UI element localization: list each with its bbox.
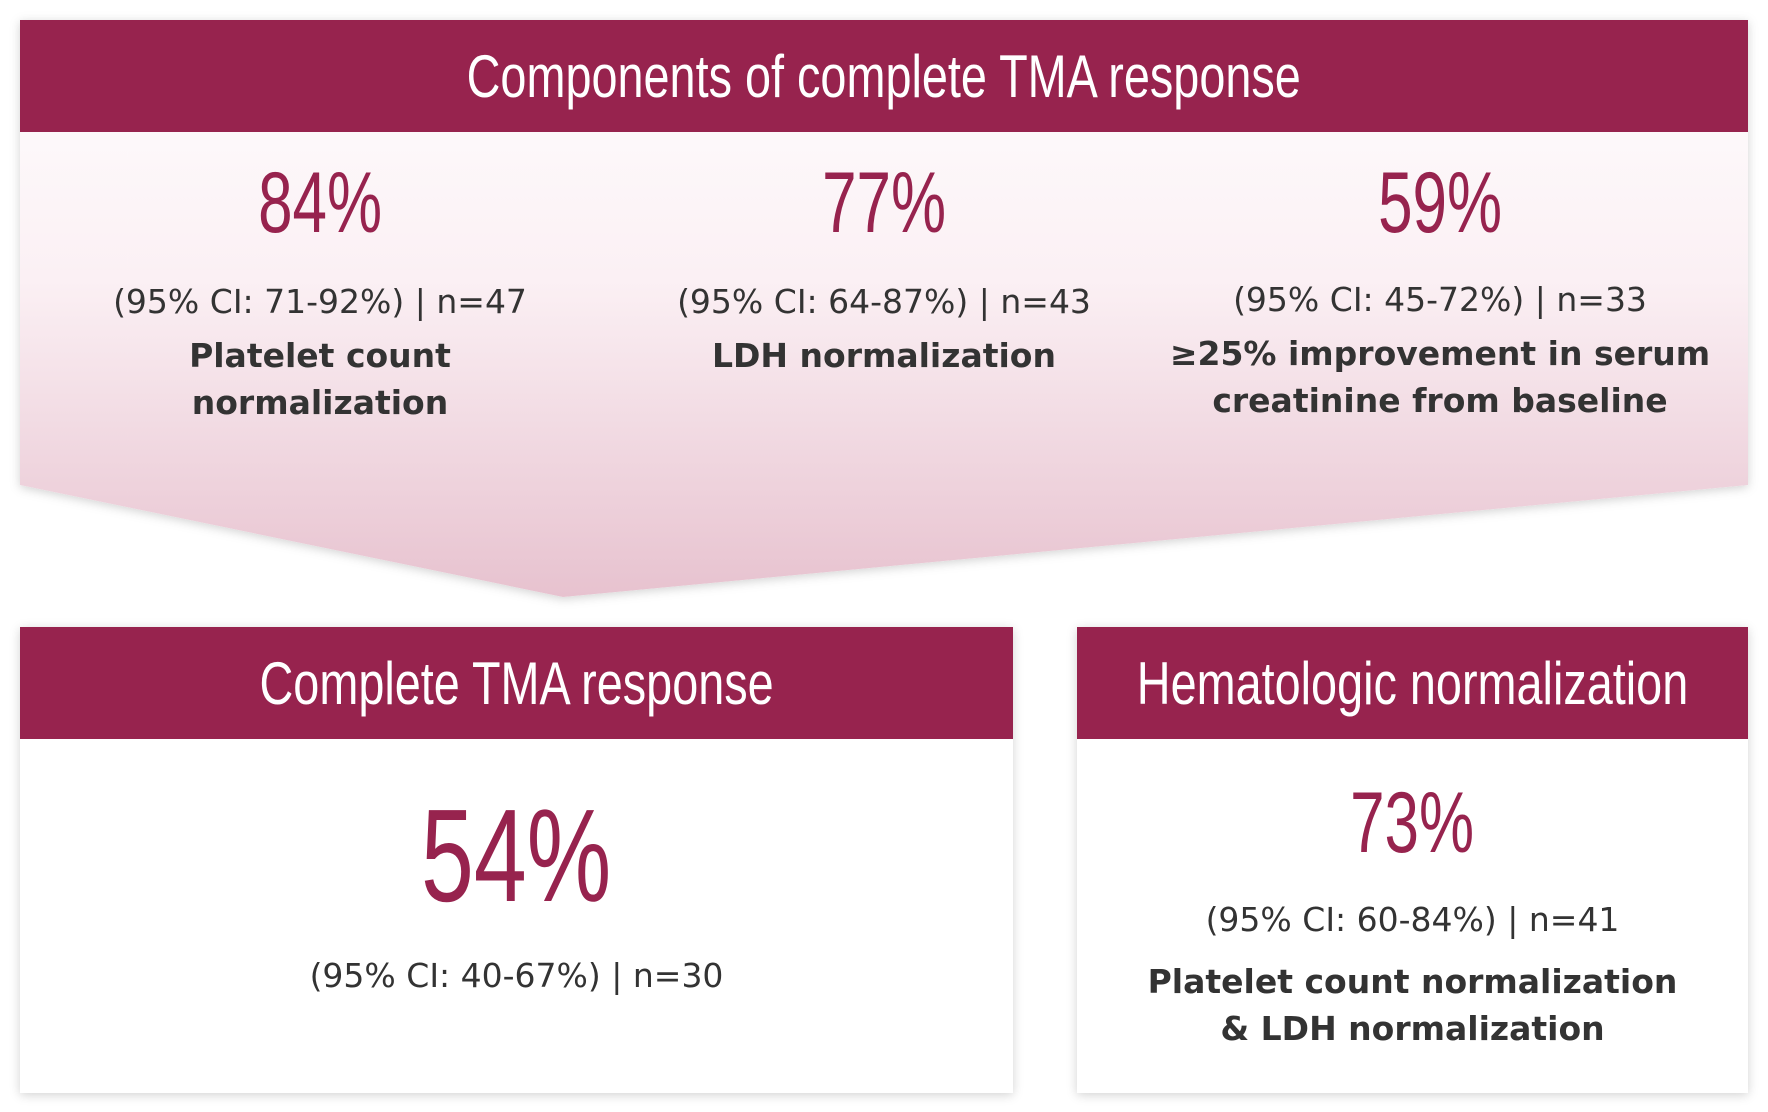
complete-response-header: Complete TMA response [20, 627, 1013, 739]
funnel-shape [20, 20, 1748, 597]
component-ldh: 77% (95% CI: 64-87%) | n=43 LDH normaliz… [624, 160, 1144, 379]
platelet-percent: 84% [258, 155, 382, 251]
complete-response-stat: 54% (95% CI: 40-67%) | n=30 [20, 790, 1013, 996]
hematologic-label: Platelet count normalization & LDH norma… [1147, 961, 1678, 1048]
complete-response-title: Complete TMA response [259, 649, 774, 717]
ldh-ci: (95% CI: 64-87%) | n=43 [677, 282, 1091, 321]
component-platelet: 84% (95% CI: 71-92%) | n=47 Platelet cou… [60, 160, 580, 426]
creatinine-percent: 59% [1378, 155, 1502, 251]
hematologic-ci: (95% CI: 60-84%) | n=41 [1205, 900, 1620, 939]
hematologic-percent: 73% [1350, 775, 1475, 871]
creatinine-ci: (95% CI: 45-72%) | n=33 [1233, 280, 1647, 319]
components-title: Components of complete TMA response [466, 42, 1302, 110]
hematologic-title: Hematologic normalization [1136, 649, 1689, 717]
components-header: Components of complete TMA response [20, 20, 1748, 132]
hematologic-stat: 73% (95% CI: 60-84%) | n=41 Platelet cou… [1077, 780, 1748, 1052]
component-creatinine: 59% (95% CI: 45-72%) | n=33 ≥25% improve… [1145, 160, 1735, 424]
complete-response-percent: 54% [421, 782, 612, 929]
complete-response-ci: (95% CI: 40-67%) | n=30 [309, 956, 724, 995]
ldh-label: LDH normalization [712, 335, 1056, 375]
ldh-percent: 77% [822, 155, 946, 251]
creatinine-label: ≥25% improvement in serum creatinine fro… [1169, 333, 1711, 420]
platelet-label: Platelet count normalization [189, 335, 451, 422]
hematologic-header: Hematologic normalization [1077, 627, 1748, 739]
platelet-ci: (95% CI: 71-92%) | n=47 [113, 282, 527, 321]
